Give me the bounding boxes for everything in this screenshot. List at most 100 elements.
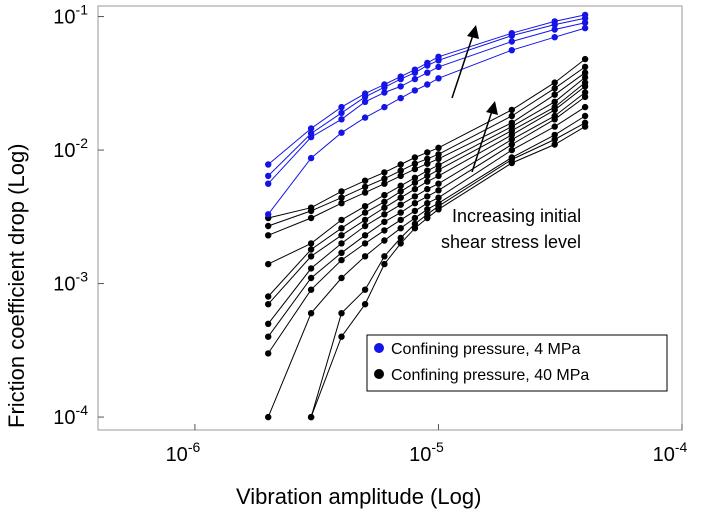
- point-s1-3: [361, 93, 369, 101]
- point-s5-1: [307, 207, 315, 215]
- point-s3-3: [361, 114, 369, 121]
- point-s11-2: [338, 249, 345, 256]
- annotation-arrows: [451, 25, 498, 173]
- point-s5-7: [424, 155, 431, 162]
- point-s13-3: [361, 253, 369, 260]
- point-s11-4: [381, 218, 388, 225]
- series-line-7: [267, 77, 586, 265]
- point-s3-6: [411, 87, 419, 94]
- y-tick-label-0: 10-4: [53, 402, 88, 429]
- point-s5-10: [551, 85, 558, 92]
- point-s3-5: [397, 94, 404, 102]
- point-s9-8: [435, 172, 442, 180]
- point-s9-9: [508, 131, 515, 139]
- point-s1-0: [265, 172, 272, 180]
- point-s4-5: [397, 161, 404, 168]
- point-s9-1: [307, 253, 315, 260]
- point-s2-10: [551, 26, 558, 33]
- point-s11-11: [581, 93, 589, 101]
- point-s12-6: [411, 207, 419, 215]
- point-s6-11: [581, 69, 589, 76]
- point-s15-8: [508, 156, 515, 163]
- point-s9-0: [265, 301, 272, 308]
- series-line-6: [268, 72, 586, 236]
- point-s8-6: [411, 179, 419, 186]
- point-s7-5: [397, 182, 404, 189]
- point-s15-7: [435, 203, 442, 210]
- legend-marker-4mpa: [374, 343, 384, 353]
- point-s10-11: [581, 89, 589, 96]
- point-s11-5: [397, 209, 404, 216]
- point-s7-0: [265, 260, 272, 268]
- point-s12-11: [581, 103, 589, 111]
- point-s11-10: [551, 116, 558, 123]
- point-s5-8: [435, 151, 442, 158]
- point-s11-0: [265, 333, 272, 340]
- series-6: [265, 69, 589, 239]
- point-s14-1: [338, 333, 345, 340]
- annotation-arrowhead-black: [486, 101, 498, 115]
- point-s7-2: [338, 216, 345, 224]
- point-s5-4: [381, 175, 388, 182]
- point-s6-8: [435, 155, 442, 162]
- y-axis-title: Friction coefficient drop (Log): [4, 143, 29, 428]
- series-layer: [265, 11, 589, 421]
- series-1: [265, 15, 589, 180]
- series-line-4: [268, 58, 586, 219]
- series-line-13: [267, 115, 586, 418]
- point-s4-9: [508, 106, 515, 114]
- point-s14-2: [361, 301, 369, 308]
- point-s8-5: [397, 188, 404, 195]
- point-s8-7: [424, 172, 431, 180]
- point-s9-6: [411, 185, 419, 193]
- point-s6-3: [361, 189, 369, 196]
- point-s5-2: [338, 194, 345, 201]
- point-s15-10: [581, 119, 589, 127]
- point-s2-3: [361, 98, 369, 106]
- point-s3-11: [581, 24, 589, 32]
- legend-marker-40mpa: [374, 369, 384, 379]
- point-s12-10: [551, 123, 558, 130]
- point-s1-6: [411, 69, 419, 76]
- point-s5-6: [411, 160, 419, 167]
- series-line-11: [267, 96, 586, 337]
- plot-area-frame: [97, 5, 683, 431]
- y-tick-label-3: 10-1: [53, 2, 88, 29]
- series-9: [265, 83, 589, 308]
- point-s3-1: [307, 154, 315, 162]
- point-s1-7: [424, 62, 431, 69]
- point-s4-3: [361, 177, 369, 184]
- point-s13-0: [265, 413, 272, 421]
- point-s8-4: [381, 198, 388, 205]
- y-tick-label-1: 10-3: [53, 269, 88, 296]
- point-s12-1: [307, 286, 315, 293]
- annotation-arrow-blue: [451, 31, 475, 99]
- point-s8-0: [265, 293, 272, 300]
- point-s5-9: [508, 112, 515, 120]
- point-s12-4: [381, 227, 388, 234]
- annotation-arrowhead-blue: [467, 25, 479, 39]
- point-s13-4: [381, 237, 388, 244]
- point-s6-2: [338, 200, 345, 207]
- y-tick-label-2: 10-2: [53, 135, 88, 162]
- x-axis-title: Vibration amplitude (Log): [236, 484, 482, 509]
- point-s7-8: [435, 162, 442, 169]
- point-s10-4: [381, 211, 388, 218]
- point-s2-6: [411, 75, 419, 83]
- series-7: [265, 74, 589, 268]
- series-line-5: [268, 66, 586, 227]
- point-s7-1: [307, 240, 315, 247]
- series-line-9: [267, 86, 586, 305]
- point-s8-2: [338, 225, 345, 232]
- point-s10-7: [424, 185, 431, 193]
- point-s7-6: [411, 174, 419, 181]
- point-s9-7: [424, 178, 431, 185]
- point-s14-9: [551, 141, 558, 148]
- point-s9-11: [581, 83, 589, 90]
- point-s10-2: [338, 240, 345, 247]
- point-s10-8: [435, 180, 442, 187]
- point-s1-4: [381, 84, 388, 91]
- point-s11-7: [424, 193, 431, 200]
- legend-box: [366, 334, 668, 392]
- legend: Confining pressure, 4 MPa Confining pres…: [366, 334, 668, 392]
